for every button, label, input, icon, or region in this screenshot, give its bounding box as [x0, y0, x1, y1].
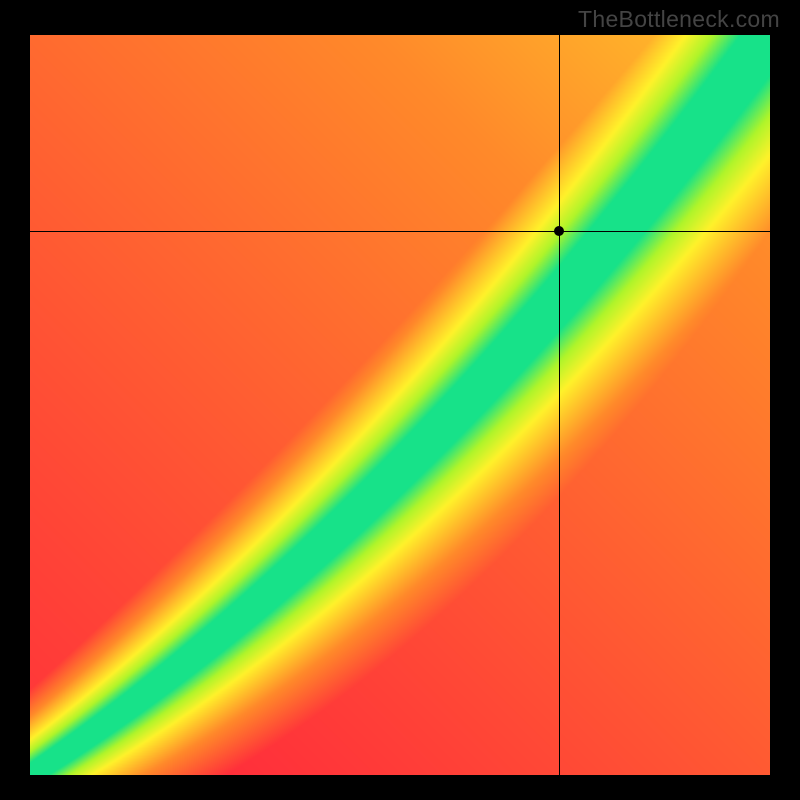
chart-frame: TheBottleneck.com [0, 0, 800, 800]
plot-area [30, 35, 770, 775]
bottleneck-heatmap [30, 35, 770, 775]
watermark-text: TheBottleneck.com [578, 6, 780, 33]
crosshair-vertical [559, 35, 560, 775]
crosshair-horizontal [30, 231, 770, 232]
crosshair-point[interactable] [554, 226, 564, 236]
